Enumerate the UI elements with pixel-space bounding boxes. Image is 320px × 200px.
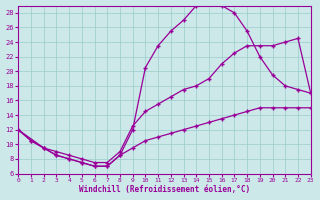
X-axis label: Windchill (Refroidissement éolien,°C): Windchill (Refroidissement éolien,°C) [79, 185, 250, 194]
